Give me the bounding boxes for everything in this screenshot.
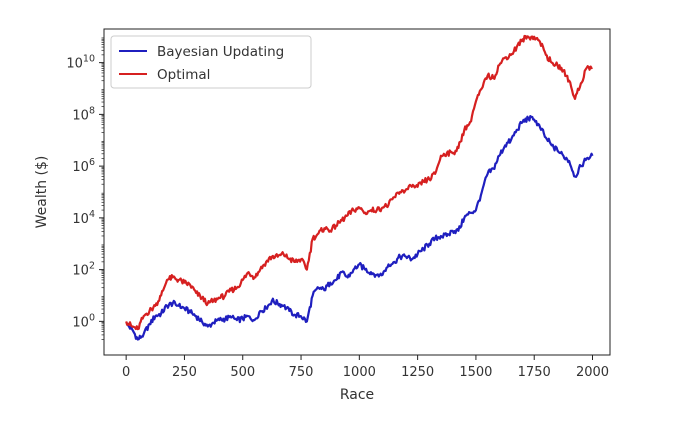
legend-label-optimal: Optimal [157, 67, 210, 83]
y-tick-label: 1010 [66, 54, 95, 72]
y-tick-label: 104 [72, 209, 95, 227]
legend-box [110, 35, 312, 89]
x-tick-label: 500 [230, 365, 255, 380]
y-tick-label: 100 [72, 312, 95, 330]
series-line-optimal [125, 34, 593, 331]
legend: Bayesian Updating Optimal [110, 35, 312, 89]
x-tick-label: 750 [289, 365, 314, 380]
x-axis: 0 250 500 750 1000 1250 1500 1750 2000 [122, 355, 609, 380]
x-tick-label: 1250 [401, 365, 434, 380]
x-tick-label: 1500 [459, 365, 492, 380]
y-tick-label: 102 [72, 261, 95, 279]
y-tick-label: 106 [72, 157, 95, 175]
x-tick-label: 250 [172, 365, 197, 380]
series-layer [125, 34, 594, 341]
y-tick-label: 108 [72, 105, 95, 123]
legend-label-bayesian-updating: Bayesian Updating [157, 44, 284, 60]
x-tick-label: 1000 [343, 365, 376, 380]
x-tick-label: 2000 [576, 365, 609, 380]
x-tick-label: 1750 [518, 365, 551, 380]
x-axis-label: Race [340, 387, 374, 403]
x-tick-label: 0 [122, 365, 130, 380]
y-axis-label: Wealth ($) [34, 156, 50, 229]
y-axis: 100 102 104 106 108 1010 [66, 37, 104, 340]
series-line-bayesian-updating [125, 115, 594, 341]
